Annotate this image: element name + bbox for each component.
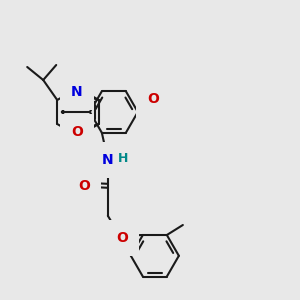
Text: O: O <box>147 92 159 106</box>
Text: O: O <box>78 179 90 193</box>
Text: N: N <box>71 85 83 99</box>
Text: N: N <box>102 153 114 167</box>
Text: H: H <box>118 152 128 165</box>
Text: O: O <box>71 125 83 140</box>
Text: O: O <box>116 231 128 245</box>
